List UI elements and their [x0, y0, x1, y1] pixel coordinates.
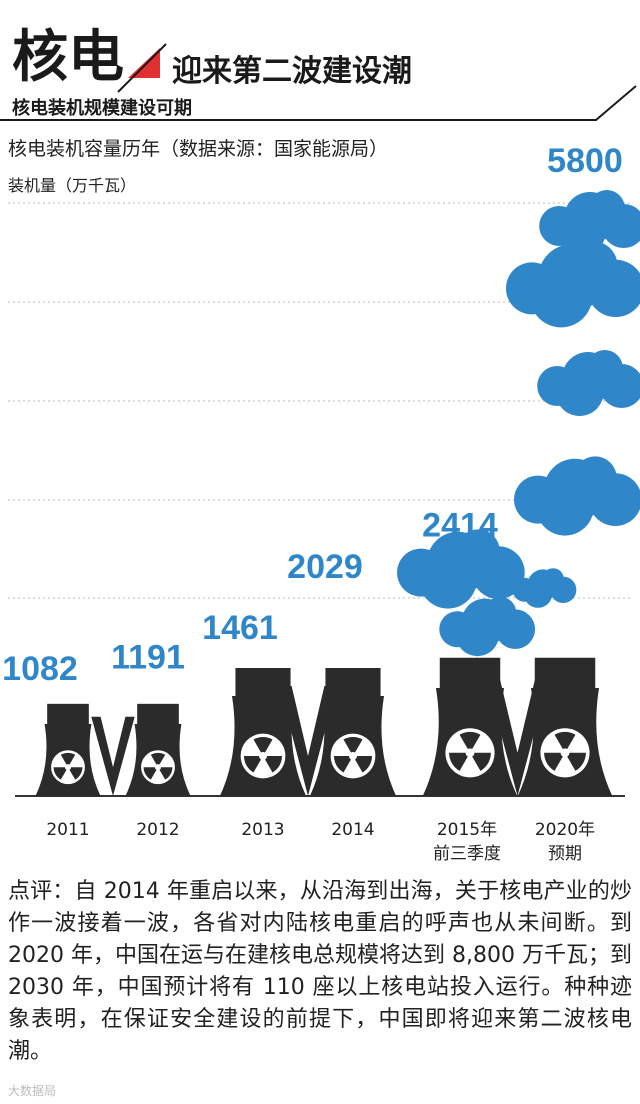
badge: 核电 [12, 25, 124, 90]
y-label: 装机量（万千瓦） [8, 176, 137, 195]
cloud-puff [570, 241, 618, 289]
tower-v [279, 686, 337, 796]
symbol-blade [333, 756, 353, 773]
value-label: 1461 [202, 609, 278, 647]
symbol-blade [449, 752, 470, 771]
x-tick-label: 2013 [241, 820, 285, 840]
symbol-blade [353, 756, 373, 773]
symbol-core [348, 751, 358, 761]
red-triangle [128, 48, 160, 78]
symbol-blade [554, 731, 576, 753]
symbol-blade [143, 767, 158, 780]
header-rule [0, 85, 637, 121]
cloud-puff [588, 190, 625, 226]
x-tick-label: 2011 [46, 820, 90, 840]
symbol-blade [343, 736, 363, 756]
value-label: 2414 [422, 507, 498, 545]
symbol-core [258, 751, 268, 761]
x-tick-label: 2020年 预期 [534, 820, 596, 864]
value-label: 2029 [287, 548, 363, 586]
chart-title: 核电装机容量历年（数据来源：国家能源局） [8, 138, 389, 160]
x-tick-label: 2015年 前三季度 [433, 820, 501, 864]
symbol-blade [544, 752, 565, 771]
cloud-puff [586, 350, 623, 386]
x-tick-label: 2012 [136, 820, 180, 840]
symbol-blade [253, 736, 273, 756]
cloud [512, 568, 577, 608]
value-label: 1191 [111, 638, 185, 676]
symbol-blade [243, 756, 263, 773]
cloud-puff [573, 456, 617, 500]
cloud [439, 596, 536, 657]
cooling-tower [35, 703, 101, 796]
symbol-core [465, 748, 475, 758]
symbol-core [64, 764, 72, 771]
cloud-puff [483, 596, 517, 630]
symbol-blade [470, 752, 491, 771]
symbol-core [560, 748, 570, 758]
x-tick-label: 2014 [331, 820, 375, 840]
cooling-tower [517, 657, 613, 796]
chimney [47, 703, 89, 726]
cloud [514, 456, 640, 536]
value-label: 5800 [547, 142, 623, 180]
symbol-blade [565, 752, 586, 771]
slash [117, 43, 167, 93]
symbol-blade [263, 756, 283, 773]
cloud-puff [456, 529, 500, 573]
cooling-tower [219, 668, 307, 796]
comment: 点评：自 2014 年重启以来，从沿海到出海，关于核电产业的炒作一波接着一波，各… [8, 879, 632, 1064]
subtitle: 核电装机规模建设可期 [12, 98, 192, 119]
title: 迎来第二波建设潮 [172, 54, 412, 89]
symbol-core [154, 764, 162, 771]
tower-v [91, 716, 135, 796]
tower-v [486, 677, 549, 796]
symbol-blade [150, 752, 166, 768]
chimney [137, 703, 179, 726]
guides [8, 202, 632, 599]
watermark: 大数据局 [8, 1084, 57, 1098]
cloud [537, 350, 640, 416]
cooling-tower [309, 668, 397, 796]
symbol-blade [459, 731, 481, 753]
cloud [397, 529, 525, 609]
cooling-tower [125, 703, 191, 796]
symbol-blade [158, 767, 173, 780]
value-label: 1082 [2, 650, 78, 688]
cloud [505, 241, 640, 328]
cloud-puff [542, 568, 564, 590]
symbol-blade [60, 752, 76, 768]
symbol-blade [68, 767, 83, 780]
symbol-blade [53, 767, 68, 780]
